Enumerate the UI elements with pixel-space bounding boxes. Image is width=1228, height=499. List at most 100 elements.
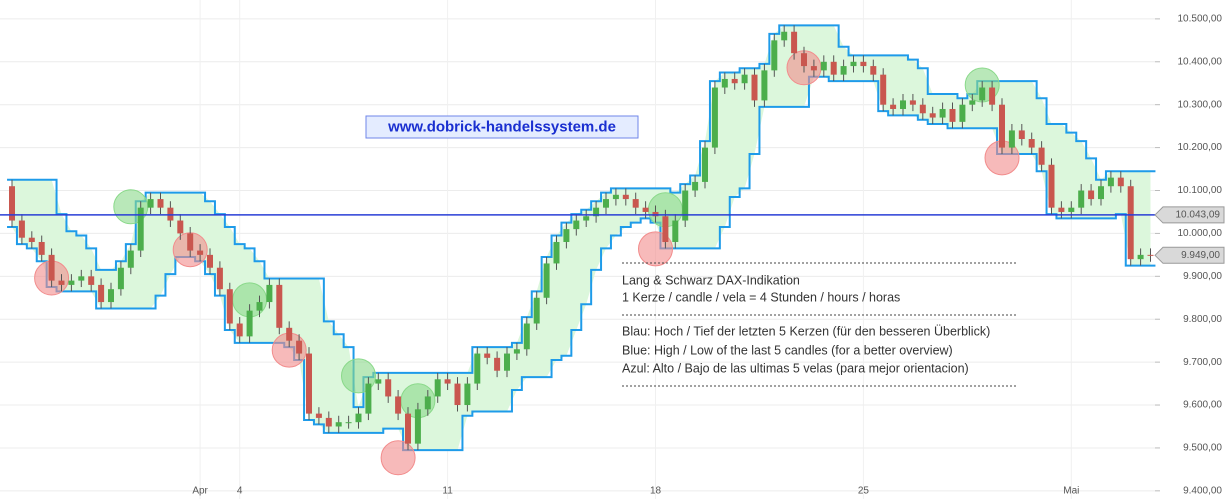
candle-body <box>711 87 718 148</box>
candle-body <box>147 199 154 208</box>
candle-body <box>1127 186 1134 260</box>
candle-body <box>840 66 847 75</box>
candle-body <box>137 207 144 251</box>
candle-body <box>553 241 560 264</box>
candle-body <box>1098 186 1104 200</box>
y-tick-label: 10.500,00 <box>1178 14 1223 25</box>
candle-body <box>1048 164 1055 208</box>
candle-body <box>48 254 55 281</box>
candle-body <box>1137 254 1144 260</box>
candle-body <box>731 78 738 84</box>
candle-body <box>504 353 510 371</box>
candle-body <box>890 104 897 109</box>
candle-body <box>949 108 956 122</box>
candle-body <box>900 100 906 109</box>
channel-line <box>7 24 1156 409</box>
candle-body <box>157 199 164 208</box>
candle-body <box>622 194 629 200</box>
candle-body <box>385 379 392 397</box>
y-tick-label: 10.200,00 <box>1178 142 1223 153</box>
candle-body <box>721 78 728 88</box>
candle-body <box>533 297 540 324</box>
candle-body <box>424 396 431 410</box>
watermark: www.dobrick-handelssystem.de <box>387 118 616 135</box>
candle-body <box>939 108 946 118</box>
candle-body <box>969 100 976 105</box>
y-tick-label: 10.400,00 <box>1178 56 1223 67</box>
candle-body <box>583 216 590 221</box>
candle-body <box>197 250 204 255</box>
candle-body <box>335 422 342 427</box>
x-tick-label: 11 <box>442 486 453 497</box>
candle-body <box>256 302 263 311</box>
candle-body <box>474 353 481 384</box>
y-tick-label: 10.300,00 <box>1178 99 1223 110</box>
candle-body <box>741 74 748 84</box>
candle-body <box>979 87 986 101</box>
candle-body <box>464 383 471 406</box>
candle-body <box>58 280 65 285</box>
candle-body <box>494 357 501 371</box>
candle-body <box>523 323 530 350</box>
candle-body <box>563 229 570 242</box>
candle-body <box>989 87 996 105</box>
note: Blue: High / Low of the last 5 candles (… <box>622 343 953 357</box>
candle-body <box>405 413 411 444</box>
candle-body <box>236 323 243 337</box>
candle-body <box>1058 207 1065 212</box>
candle-body <box>513 349 520 354</box>
y-tick-label: 9.800,00 <box>1183 314 1222 325</box>
candle-body <box>880 74 887 105</box>
candle-body <box>444 379 451 384</box>
candle-body <box>810 66 817 71</box>
candle-body <box>573 220 580 230</box>
x-tick-label: Mai <box>1063 486 1079 497</box>
candle-body <box>1038 147 1045 165</box>
candle-body <box>286 327 293 341</box>
candle-body <box>959 104 966 122</box>
candle-body <box>850 61 857 67</box>
watermark-box <box>365 115 639 139</box>
candle-body <box>1028 139 1035 148</box>
y-tick-label: 10.100,00 <box>1178 185 1223 196</box>
price-tag-label: 9.949,00 <box>1181 250 1220 261</box>
candle-body <box>454 383 461 406</box>
candle-body <box>484 353 491 358</box>
candle-body <box>909 100 916 105</box>
candle-body <box>9 186 15 221</box>
candle-body <box>108 289 114 303</box>
candle-body <box>276 284 283 328</box>
y-tick-label: 10.000,00 <box>1178 228 1223 239</box>
candle-body <box>999 104 1005 148</box>
candle-body <box>593 207 600 217</box>
candle-body <box>761 70 768 101</box>
candle-body <box>652 211 659 217</box>
note: Lang & Schwarz DAX-Indikation <box>622 273 800 287</box>
candle-body <box>315 413 322 418</box>
candle-body <box>127 250 134 268</box>
candle-body <box>375 379 382 384</box>
candle-body <box>682 190 689 221</box>
candle-body <box>702 147 708 182</box>
candle-body <box>28 237 35 242</box>
candle-body <box>612 194 619 200</box>
candle-body <box>1078 190 1085 208</box>
y-tick-label: 9.400,00 <box>1183 485 1222 496</box>
price-tag-label: 10.043,09 <box>1176 210 1221 221</box>
candle-body <box>1018 130 1025 140</box>
candle-body <box>1107 177 1114 187</box>
x-tick-label: Apr <box>192 486 208 497</box>
candle-body <box>355 413 362 423</box>
candle-body <box>167 207 174 221</box>
price-tag <box>1154 246 1225 264</box>
candle-body <box>1117 177 1124 187</box>
candle-body <box>395 396 402 414</box>
candle-body <box>98 284 105 303</box>
candle-body <box>365 383 372 414</box>
candle-body <box>543 263 550 298</box>
x-tick-label: 4 <box>237 486 243 497</box>
x-tick-label: 18 <box>650 486 662 497</box>
candle-body <box>88 276 95 285</box>
candle-body <box>345 422 352 424</box>
y-tick-label: 9.600,00 <box>1183 400 1222 411</box>
